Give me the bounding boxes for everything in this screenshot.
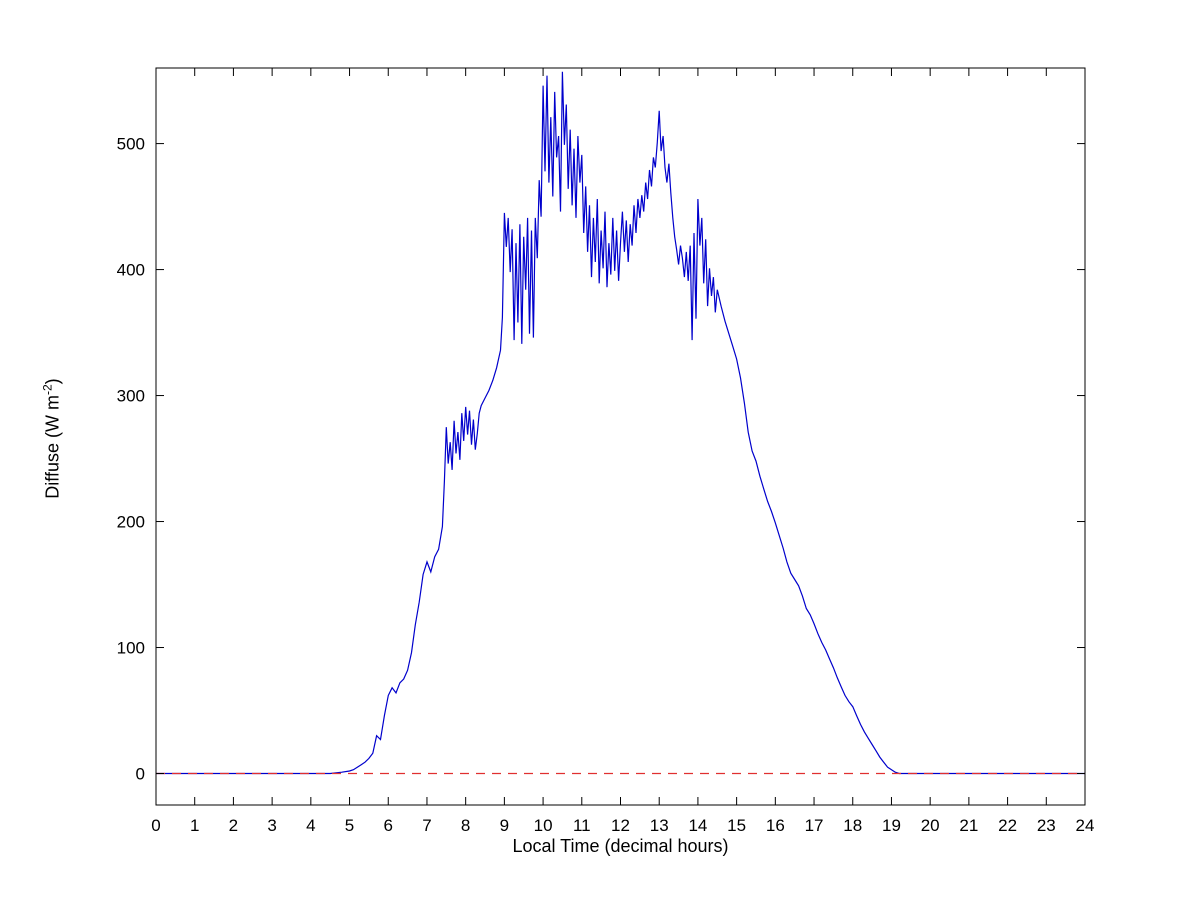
x-tick-label: 5: [345, 816, 354, 835]
y-tick-label: 300: [117, 387, 145, 406]
y-axis-label-exponent: -2: [40, 384, 55, 395]
x-tick-label: 16: [766, 816, 785, 835]
x-tick-label: 9: [500, 816, 509, 835]
series-diffuse-irradiance: [156, 71, 1085, 775]
x-tick-label: 21: [959, 816, 978, 835]
x-tick-label: 19: [882, 816, 901, 835]
x-tick-label: 20: [921, 816, 940, 835]
x-tick-label: 8: [461, 816, 470, 835]
y-axis-label: Diffuse (W m-2): [41, 309, 64, 569]
x-tick-label: 0: [151, 816, 160, 835]
x-tick-label: 7: [422, 816, 431, 835]
x-tick-label: 15: [727, 816, 746, 835]
x-tick-label: 10: [534, 816, 553, 835]
x-tick-label: 6: [384, 816, 393, 835]
y-tick-label: 100: [117, 639, 145, 658]
y-tick-label: 400: [117, 261, 145, 280]
x-tick-label: 17: [805, 816, 824, 835]
x-tick-label: 23: [1037, 816, 1056, 835]
x-axis-label: Local Time (decimal hours): [512, 836, 729, 856]
x-tick-label: 11: [573, 816, 591, 835]
x-tick-label: 18: [843, 816, 862, 835]
x-tick-label: 24: [1076, 816, 1095, 835]
x-tick-label: 22: [998, 816, 1017, 835]
axes-box: [155, 67, 1086, 806]
x-tick-label: 12: [611, 816, 630, 835]
x-tick-label: 4: [306, 816, 315, 835]
y-tick-label: 500: [117, 135, 145, 154]
x-tick-label: 13: [650, 816, 669, 835]
y-axis-label-main: Diffuse (W m: [42, 395, 63, 499]
y-axis-label-close: ): [42, 378, 63, 385]
x-tick-label: 3: [267, 816, 276, 835]
x-tick-label: 2: [229, 816, 238, 835]
x-tick-label: 14: [688, 816, 707, 835]
y-tick-label: 0: [136, 765, 145, 784]
y-tick-label: 200: [117, 513, 145, 532]
x-tick-label: 1: [190, 816, 199, 835]
